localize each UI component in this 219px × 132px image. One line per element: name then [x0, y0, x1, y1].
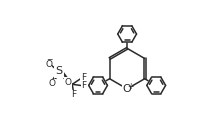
Text: −: −	[46, 56, 53, 65]
Text: O: O	[64, 78, 71, 87]
Text: O: O	[45, 60, 52, 69]
Text: S: S	[56, 66, 63, 76]
Text: F: F	[71, 90, 76, 99]
Text: F: F	[81, 81, 87, 90]
Text: +: +	[127, 82, 133, 91]
Text: F: F	[81, 73, 86, 82]
Text: O: O	[49, 79, 56, 88]
Text: O: O	[123, 84, 131, 94]
